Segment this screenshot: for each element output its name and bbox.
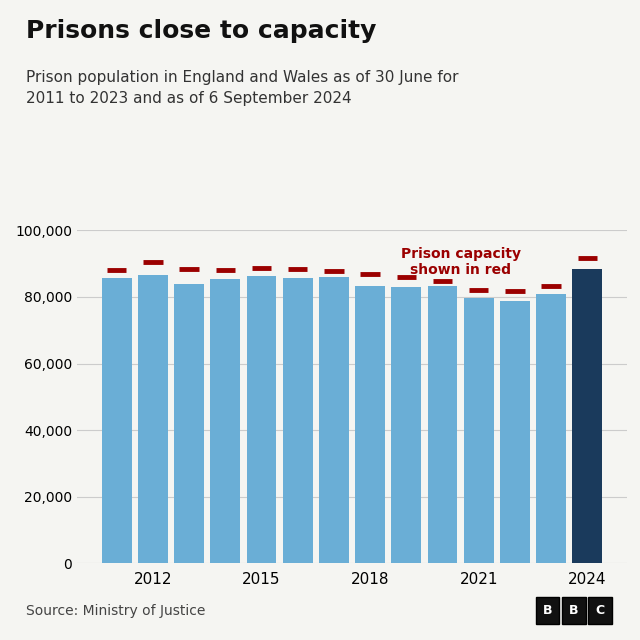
Text: B: B [569,604,579,617]
Bar [500,301,530,563]
Bar [573,269,602,563]
Text: C: C [595,604,605,617]
Bar [211,278,240,563]
Bar [283,278,312,563]
Bar [392,287,421,563]
Bar [319,277,349,563]
Text: Prison population in England and Wales as of 30 June for
2011 to 2023 and as of : Prison population in England and Wales a… [26,70,458,106]
Text: Prisons close to capacity: Prisons close to capacity [26,19,376,44]
Bar [355,286,385,563]
Bar [464,298,493,563]
Text: Prison capacity
shown in red: Prison capacity shown in red [401,247,520,277]
Bar [428,286,458,563]
Bar [138,275,168,563]
Bar [536,294,566,563]
Bar [246,276,276,563]
Bar [102,278,131,563]
Text: B: B [543,604,552,617]
Text: Source: Ministry of Justice: Source: Ministry of Justice [26,604,205,618]
Bar [174,284,204,563]
